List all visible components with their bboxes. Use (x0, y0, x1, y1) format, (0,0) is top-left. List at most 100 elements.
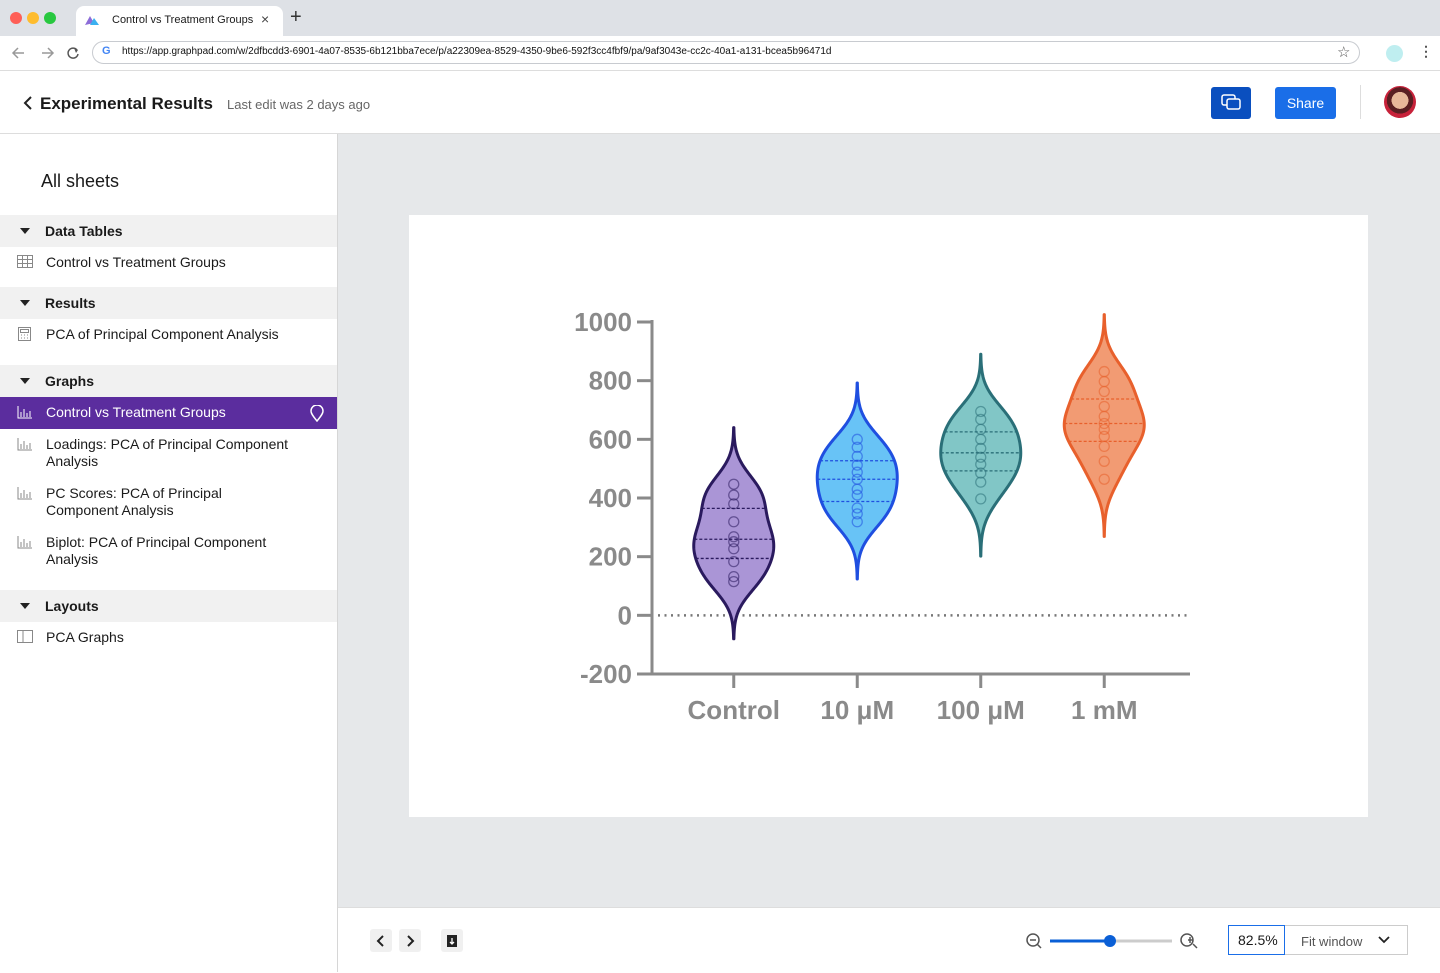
data-point (851, 441, 863, 453)
nav-buttons[interactable] (10, 44, 82, 62)
next-sheet[interactable] (399, 929, 421, 952)
data-point (1098, 410, 1110, 423)
header: Experimental Results Last edit was 2 day… (0, 71, 1440, 134)
data-point (851, 466, 863, 478)
data-point (975, 458, 987, 470)
footer: 82.5% Fit window (338, 907, 1440, 973)
data-point (851, 516, 863, 528)
sheet-name: Control vs Treatment Groups (46, 254, 226, 270)
x-tick-label: Control (688, 695, 780, 725)
violin (939, 352, 1023, 558)
section-header[interactable]: Data Tables (0, 215, 337, 247)
url-bar[interactable]: G https://app.graphpad.com/w/2dfbcdd3-69… (92, 41, 1360, 64)
export[interactable] (441, 929, 463, 952)
sheet-list: Data Tables Control vs Treatment Groups Re… (0, 215, 337, 668)
window-controls[interactable] (0, 0, 70, 36)
section-header[interactable]: Results (0, 287, 337, 319)
url: https://app.graphpad.com/w/2dfbcdd3-6901… (122, 46, 832, 57)
last-edit: Last edit was 2 days ago (227, 97, 371, 112)
sidebar: All sheets Data Tables Control vs Treatme… (0, 134, 338, 972)
sheet-name: Biplot: PCA of Principal Component Analy… (46, 534, 267, 567)
data-point (851, 502, 863, 514)
data-point (1098, 385, 1110, 398)
violin (1062, 313, 1146, 538)
data-point (975, 405, 987, 418)
data-point (975, 467, 987, 479)
violin (815, 381, 899, 581)
data-point (975, 493, 987, 505)
data-point (1098, 423, 1110, 436)
fit-window[interactable]: Fit window (1301, 934, 1363, 949)
sheet-item[interactable]: Loadings: PCA of Principal Component Ana… (0, 429, 337, 478)
data-point (1098, 417, 1110, 430)
zoom-control: 82.5% Fit window (1228, 925, 1408, 955)
section-name: Data Tables (45, 223, 123, 239)
y-tick-label: -200 (580, 659, 632, 689)
data-point (975, 476, 987, 488)
data-point (728, 536, 740, 548)
data-point (728, 531, 740, 543)
section-name: Graphs (45, 373, 95, 389)
sheet-section: Graphs Control vs Treatment Groups Loading… (0, 365, 337, 576)
data-point (975, 442, 987, 455)
sidebar-title: All sheets (41, 171, 120, 191)
back[interactable] (22, 95, 34, 111)
sheet-item[interactable]: Control vs Treatment Groups (0, 247, 337, 279)
data-point (728, 570, 740, 583)
data-point (1098, 455, 1110, 467)
share-button[interactable]: Share (1275, 87, 1336, 119)
sheet-item[interactable]: PCA of Principal Component Analysis (0, 319, 337, 351)
data-point (728, 556, 740, 568)
favicon (85, 16, 99, 25)
y-tick-label: 200 (589, 542, 632, 572)
data-point (851, 489, 863, 501)
sheet-name: Loadings: PCA of Principal Component Ana… (46, 436, 289, 469)
tab-close[interactable]: × (261, 11, 270, 27)
tab-title: Control vs Treatment Groups (112, 14, 254, 26)
zoom-input[interactable]: 82.5% (1228, 925, 1285, 955)
sheet-section: Layouts PCA Graphs (0, 590, 337, 654)
canvas-area: -200 0 200 400 600 800 1000 Control 10 μM 100 μM 1… (338, 134, 1440, 907)
section-name: Results (45, 295, 96, 311)
data-point (851, 450, 863, 462)
data-point (728, 478, 740, 490)
sheet-name: Control vs Treatment Groups (46, 404, 226, 420)
section-header[interactable]: Graphs (0, 365, 337, 397)
graph-page: -200 0 200 400 600 800 1000 Control 10 μM 100 μM 1… (409, 215, 1368, 817)
data-point (851, 433, 863, 445)
section-name: Layouts (45, 598, 99, 614)
sheet-name: PCA Graphs (46, 629, 124, 645)
sheet-name: PCA of Principal Component Analysis (46, 326, 279, 342)
data-point (851, 483, 863, 495)
sheet-item[interactable]: Biplot: PCA of Principal Component Analy… (0, 527, 337, 576)
menu[interactable]: ⋮ (1419, 43, 1433, 59)
x-tick-label: 1 mM (1071, 695, 1137, 725)
profile[interactable] (1386, 45, 1403, 62)
tab-bar: Control vs Treatment Groups × + (0, 0, 1440, 36)
address-row: G https://app.graphpad.com/w/2dfbcdd3-69… (0, 36, 1440, 71)
section-header[interactable]: Layouts (0, 590, 337, 622)
sheet-section: Results PCA of Principal Component Analys… (0, 287, 337, 351)
comments-button[interactable] (1211, 87, 1251, 119)
data-point (975, 433, 987, 445)
data-point (851, 508, 863, 520)
sheet-name: PC Scores: PCA of Principal Component An… (46, 485, 222, 518)
prev-sheet[interactable] (370, 929, 392, 952)
data-point (728, 489, 740, 501)
zoom-slider[interactable] (1024, 930, 1194, 952)
y-tick-label: 600 (589, 424, 632, 454)
data-point (728, 575, 740, 588)
data-point (728, 543, 740, 555)
data-point (1098, 473, 1110, 485)
chart: -200 0 200 400 600 800 1000 Control 10 μM 100 μM 1… (574, 307, 1190, 725)
sheet-item[interactable]: Control vs Treatment Groups (0, 397, 337, 429)
sheet-item[interactable]: PC Scores: PCA of Principal Component An… (0, 478, 337, 527)
y-tick-label: 800 (589, 366, 632, 396)
new-tab[interactable]: + (290, 6, 302, 28)
y-tick-label: 0 (618, 600, 632, 630)
avatar[interactable] (1384, 86, 1416, 118)
data-point (728, 516, 740, 528)
sheet-item[interactable]: PCA Graphs (0, 622, 337, 654)
tab[interactable]: Control vs Treatment Groups × (76, 6, 283, 36)
